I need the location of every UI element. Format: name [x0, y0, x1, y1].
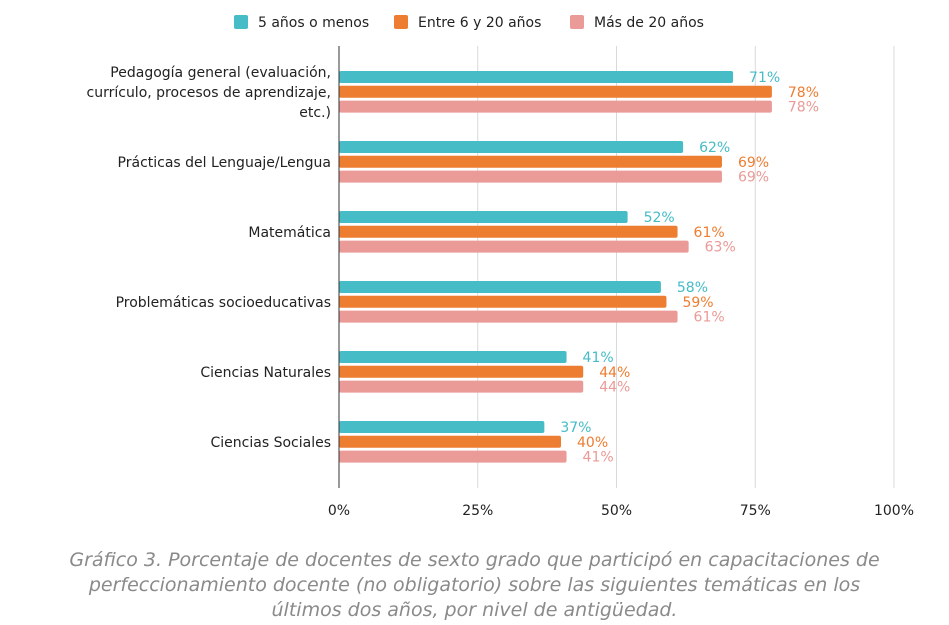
category-label: Problemáticas socioeducativas [116, 295, 331, 311]
legend-swatch [234, 15, 248, 29]
bar [339, 85, 772, 98]
bar [339, 170, 722, 183]
data-label: 37% [560, 420, 591, 436]
data-label: 78% [788, 100, 819, 116]
category-label: Ciencias Naturales [200, 365, 331, 381]
data-label: 62% [699, 140, 730, 156]
legend-item: Más de 20 años [570, 15, 704, 31]
category-label: Matemática [248, 225, 331, 241]
category-label-line: Ciencias Naturales [200, 365, 331, 381]
bar [339, 281, 661, 293]
data-label: 69% [738, 155, 769, 171]
data-label: 59% [682, 295, 713, 311]
category-label-line: Pedagogía general (evaluación, [110, 65, 331, 81]
x-tick-label: 50% [601, 503, 632, 519]
category-label-line: etc.) [299, 105, 331, 121]
bar [339, 71, 734, 83]
bar [339, 365, 584, 378]
category-label-line: Matemática [248, 225, 331, 241]
bar-chart: 0% 25% 50% 75% 100% 71% 78%78% Pedagogía genera… [87, 15, 914, 519]
data-label: 69% [738, 170, 769, 186]
bar [339, 240, 689, 253]
legend-label: Más de 20 años [594, 15, 704, 31]
bar [339, 155, 722, 168]
category-label: Prácticas del Lenguaje/Lengua [118, 155, 331, 171]
bar [339, 225, 678, 238]
data-label: 61% [694, 225, 725, 241]
bar [339, 100, 772, 113]
x-tick-label: 75% [740, 503, 771, 519]
legend-item: Entre 6 y 20 años [394, 15, 541, 31]
category-label-line: Ciencias Sociales [211, 435, 331, 451]
category-label-line: currículo, procesos de aprendizaje, [87, 85, 331, 101]
caption-line-1: Gráfico 3. Porcentaje de docentes de sex… [69, 549, 880, 571]
bar [339, 310, 678, 323]
data-label: 41% [583, 350, 614, 366]
bar [339, 211, 628, 223]
data-label: 41% [583, 450, 614, 466]
bar [339, 380, 584, 393]
caption-line-3: últimos dos años, por nivel de antigüeda… [271, 599, 678, 621]
caption-line-2: perfeccionamiento docente (no obligatori… [88, 574, 861, 596]
x-tick-label: 0% [328, 503, 350, 519]
data-label: 44% [599, 365, 630, 381]
category-label-line: Problemáticas socioeducativas [116, 295, 331, 311]
bar [339, 295, 667, 308]
data-label: 52% [644, 210, 675, 226]
data-label: 40% [577, 435, 608, 451]
legend-item: 5 años o menos [234, 15, 369, 31]
data-label: 44% [599, 380, 630, 396]
category-label: Ciencias Sociales [211, 435, 331, 451]
chart-caption: Gráfico 3. Porcentaje de docentes de sex… [0, 548, 949, 623]
legend-swatch [394, 15, 408, 29]
category-label-line: Prácticas del Lenguaje/Lengua [118, 155, 331, 171]
x-tick-label: 25% [462, 503, 493, 519]
legend-swatch [570, 15, 584, 29]
legend-label: 5 años o menos [258, 15, 369, 31]
data-label: 78% [788, 85, 819, 101]
bar [339, 351, 567, 363]
x-tick-label: 100% [874, 503, 914, 519]
bar [339, 435, 561, 448]
bar [339, 450, 567, 463]
data-label: 63% [705, 240, 736, 256]
data-label: 71% [749, 70, 780, 86]
data-label: 58% [677, 280, 708, 296]
category-label: Pedagogía general (evaluación, currículo,… [87, 65, 331, 121]
legend-label: Entre 6 y 20 años [418, 15, 541, 31]
bar [339, 421, 545, 433]
bar [339, 141, 684, 153]
data-label: 61% [694, 310, 725, 326]
